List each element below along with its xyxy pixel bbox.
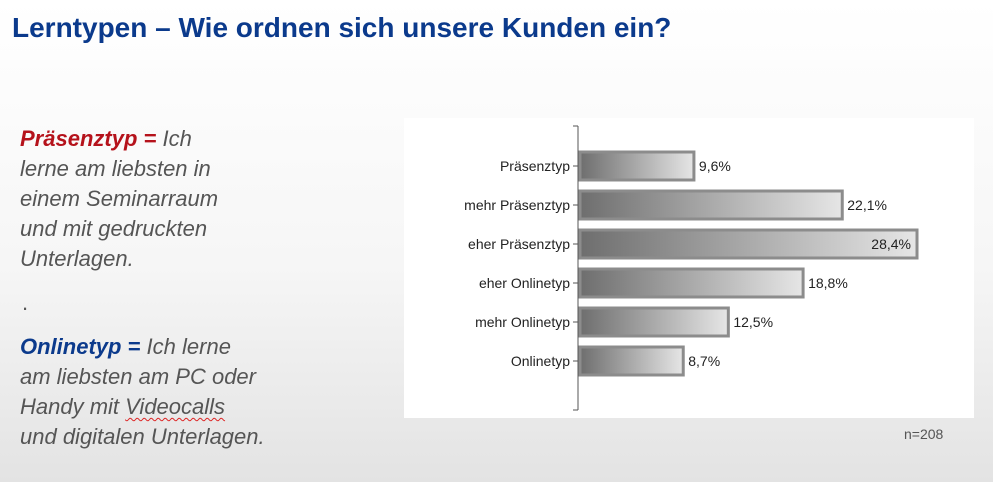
- category-label: Onlinetyp: [511, 353, 570, 369]
- onlinetyp-line-3: Handy mit: [20, 394, 126, 419]
- data-label: 18,8%: [808, 275, 848, 291]
- category-label: mehr Präsenztyp: [464, 197, 570, 213]
- praesenztyp-line-5: Unterlagen.: [20, 246, 134, 271]
- onlinetyp-line-4: und digitalen Unterlagen.: [20, 424, 265, 449]
- praesenztyp-line-2: lerne am liebsten in: [20, 156, 211, 181]
- separator-dot: .: [22, 290, 29, 315]
- bar-chart-svg: Präsenztyp 9,6% mehr Präsenztyp 22,1% eher P…: [464, 125, 919, 411]
- bar: [578, 228, 919, 260]
- bar-chart: Präsenztyp 9,6% mehr Präsenztyp 22,1% eher P…: [404, 118, 974, 418]
- category-label: mehr Onlinetyp: [475, 314, 570, 330]
- bar: [578, 306, 730, 338]
- praesenztyp-line-4: und mit gedruckten: [20, 216, 208, 241]
- data-label: 22,1%: [847, 197, 887, 213]
- sample-size: n=208: [904, 426, 944, 442]
- onlinetyp-line-2: am liebsten am PC oder: [20, 364, 256, 389]
- bar: [578, 267, 805, 299]
- praesenztyp-definition: Präsenztyp = Ich lerne am liebsten in ei…: [20, 124, 360, 274]
- category-label: Präsenztyp: [500, 158, 570, 174]
- bar: [578, 150, 696, 182]
- bar: [578, 189, 844, 221]
- praesenztyp-line-1: Ich: [162, 126, 192, 151]
- data-label: 12,5%: [733, 314, 773, 330]
- category-label: eher Präsenztyp: [468, 236, 570, 252]
- onlinetyp-line-3-word: Videocalls: [125, 394, 226, 419]
- onlinetyp-term: Onlinetyp =: [20, 334, 141, 359]
- data-label: 28,4%: [871, 236, 911, 252]
- data-label: 8,7%: [688, 353, 720, 369]
- onlinetyp-definition: Onlinetyp = Ich lerne am liebsten am PC …: [20, 332, 360, 452]
- data-label: 9,6%: [699, 158, 731, 174]
- bar: [578, 345, 685, 377]
- praesenztyp-line-3: einem Seminarraum: [20, 186, 219, 211]
- praesenztyp-term: Präsenztyp =: [20, 126, 157, 151]
- category-label: eher Onlinetyp: [479, 275, 570, 291]
- page-title: Lerntypen – Wie ordnen sich unsere Kunde…: [12, 12, 672, 43]
- onlinetyp-line-1: Ich lerne: [146, 334, 231, 359]
